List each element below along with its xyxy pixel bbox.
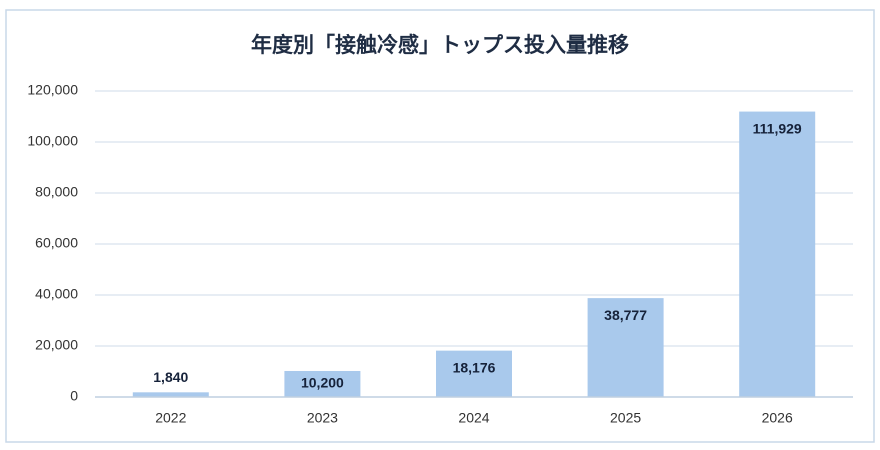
x-tick-label: 2023 — [307, 410, 338, 426]
bar — [132, 392, 209, 397]
value-label: 18,176 — [453, 359, 496, 375]
y-tick-label: 60,000 — [35, 235, 78, 251]
x-tick-label: 2024 — [458, 410, 489, 426]
bar — [587, 298, 664, 397]
value-label: 10,200 — [301, 375, 344, 391]
chart-title: 年度別「接触冷感」トップス投入量推移 — [251, 33, 629, 57]
y-tick-label: 100,000 — [27, 133, 78, 149]
y-tick-label: 20,000 — [35, 337, 78, 353]
bar — [739, 111, 816, 397]
bar — [284, 370, 361, 397]
x-tick-label: 2026 — [762, 410, 793, 426]
y-tick-label: 120,000 — [27, 82, 78, 98]
value-label: 38,777 — [604, 307, 647, 323]
bar — [436, 350, 512, 397]
value-label: 111,929 — [753, 120, 802, 136]
x-tick-label: 2022 — [155, 410, 186, 426]
y-tick-label: 80,000 — [35, 184, 78, 200]
x-tick-label: 2025 — [610, 410, 641, 426]
value-label: 1,840 — [153, 369, 188, 385]
y-tick-label: 0 — [70, 388, 78, 404]
y-tick-label: 40,000 — [35, 286, 78, 302]
